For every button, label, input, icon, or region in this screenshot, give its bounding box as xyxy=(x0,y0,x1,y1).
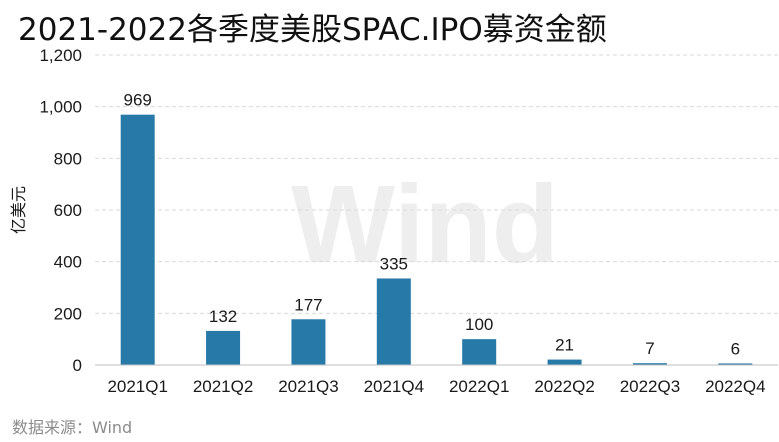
bar xyxy=(632,363,667,365)
watermark-text: Wind xyxy=(291,163,559,286)
bar xyxy=(206,330,241,365)
x-tick-label: 2022Q3 xyxy=(620,377,681,396)
bars xyxy=(120,114,753,365)
y-tick-label: 1,200 xyxy=(39,46,82,65)
data-label: 969 xyxy=(124,91,152,110)
x-tick-label: 2021Q4 xyxy=(364,377,425,396)
data-label: 100 xyxy=(465,315,493,334)
y-tick-label: 400 xyxy=(54,253,82,272)
y-tick-label: 0 xyxy=(73,356,82,375)
data-label: 21 xyxy=(555,336,574,355)
y-tick-label: 600 xyxy=(54,201,82,220)
data-label: 6 xyxy=(731,339,740,358)
gridlines xyxy=(95,54,778,314)
data-label: 7 xyxy=(645,339,654,358)
data-label: 335 xyxy=(380,254,408,273)
data-label: 132 xyxy=(209,307,237,326)
source-note: 数据来源：Wind xyxy=(12,418,133,437)
x-tick-label: 2021Q2 xyxy=(193,377,254,396)
bar xyxy=(462,339,497,365)
bar xyxy=(376,278,411,365)
x-axis-ticks: 2021Q1 2021Q2 2021Q3 2021Q4 2022Q1 2022Q2 2022… xyxy=(107,377,765,396)
x-tick-label: 2022Q1 xyxy=(449,377,510,396)
y-tick-label: 1,000 xyxy=(39,98,82,117)
data-label: 177 xyxy=(294,295,322,314)
x-tick-label: 2022Q4 xyxy=(705,377,766,396)
data-labels: 969 132 177 335 100 21 7 6 xyxy=(124,91,741,359)
x-tick-label: 2021Q1 xyxy=(107,377,168,396)
y-axis-label: 亿美元 xyxy=(9,186,28,234)
y-tick-label: 800 xyxy=(54,149,82,168)
bar xyxy=(120,114,155,365)
x-tick-label: 2021Q3 xyxy=(278,377,339,396)
bar xyxy=(291,319,326,365)
y-axis-ticks: 0 200 400 600 800 1,000 1,200 xyxy=(39,46,82,375)
bar xyxy=(547,359,582,365)
y-tick-label: 200 xyxy=(54,304,82,323)
bar xyxy=(718,363,753,365)
chart-title: 2021-2022各季度美股SPAC.IPO募资金额 xyxy=(18,12,607,48)
x-tick-label: 2022Q2 xyxy=(534,377,595,396)
